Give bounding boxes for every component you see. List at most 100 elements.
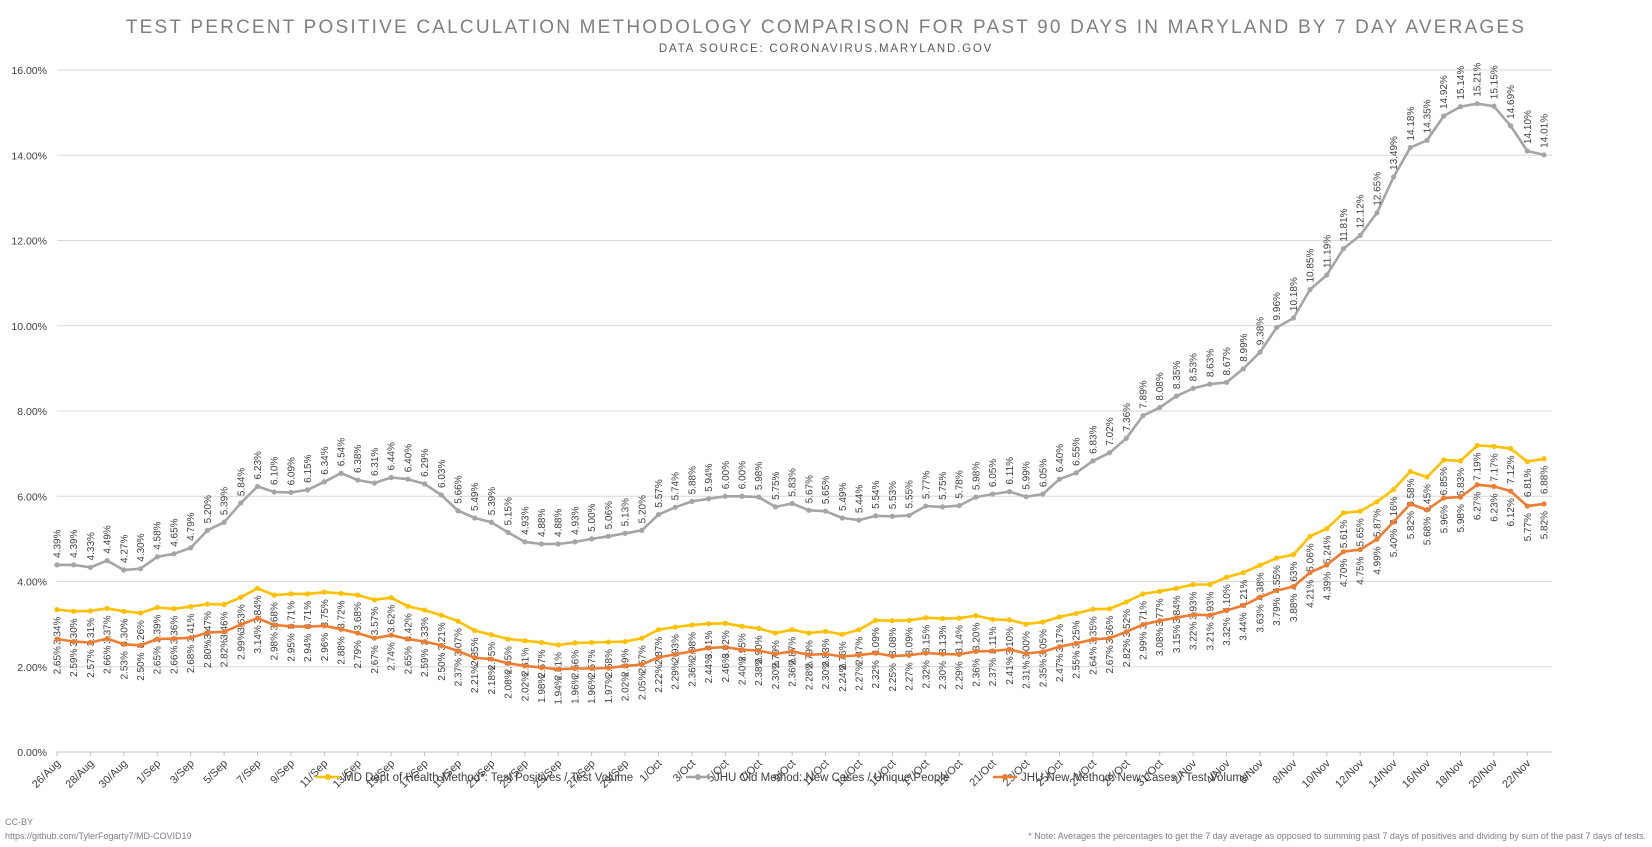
data-point [772, 630, 779, 636]
data-label: 14.92% [1439, 75, 1450, 109]
data-point [1391, 174, 1397, 180]
data-point [672, 651, 678, 657]
data-point [522, 663, 528, 669]
data-label: 7.17% [1489, 453, 1500, 481]
data-label: 5.40% [1389, 529, 1400, 557]
data-point [1307, 286, 1313, 293]
data-point [1023, 621, 1029, 627]
data-label: 3.39% [153, 614, 164, 642]
data-point [839, 631, 845, 637]
data-point [655, 627, 662, 633]
data-label: 3.93% [1189, 591, 1200, 619]
data-label: 6.45% [1423, 484, 1434, 512]
data-label: 3.84% [253, 595, 264, 623]
data-point [1491, 483, 1497, 490]
data-point [188, 604, 194, 610]
data-point [1223, 379, 1230, 386]
data-label: 3.34% [53, 617, 64, 645]
data-point [756, 625, 762, 631]
data-label: 2.46% [721, 654, 732, 682]
data-label: 3.20% [971, 622, 982, 650]
data-point [121, 641, 127, 647]
data-point [1006, 617, 1012, 623]
data-point [1441, 113, 1447, 119]
data-point [789, 627, 795, 633]
data-point [104, 558, 110, 564]
license-text: CC-BY [5, 817, 33, 827]
source-link[interactable]: https://github.com/TylerFogarty7/MD-COVI… [5, 831, 192, 841]
data-label: 3.33% [420, 617, 431, 645]
data-label: 2.67% [637, 645, 648, 673]
data-point [1140, 413, 1146, 419]
data-label: 2.05% [637, 672, 648, 700]
data-label: 4.79% [186, 512, 197, 540]
data-point [1006, 488, 1012, 495]
data-label: 14.35% [1423, 99, 1434, 133]
data-point [956, 503, 962, 509]
data-label: 3.32% [1222, 617, 1233, 645]
x-tick-label: 1/Oct [638, 758, 665, 785]
data-label: 5.55% [905, 480, 916, 508]
data-point [1524, 459, 1530, 465]
data-point [71, 562, 77, 568]
legend: MD Dept of Health Method*: Test Positive… [316, 772, 1248, 784]
methodology-note: * Note: Averages the percentages to get … [1028, 831, 1646, 841]
x-tick-label: 22/Nov [1500, 757, 1533, 790]
data-label: 2.37% [988, 658, 999, 686]
data-label: 5.84% [236, 468, 247, 496]
data-point [605, 665, 611, 671]
data-point [54, 607, 60, 613]
y-tick-label: 14.00% [11, 150, 47, 162]
data-point [639, 662, 645, 668]
data-label: 2.36% [687, 658, 698, 686]
data-label: 6.58% [1406, 478, 1417, 506]
data-label: 5.65% [821, 476, 832, 504]
data-label: 2.29% [671, 661, 682, 689]
data-label: 4.49% [103, 525, 114, 553]
data-label: 2.37% [453, 658, 464, 686]
data-point [873, 513, 879, 519]
data-label: 2.50% [437, 652, 448, 680]
data-label: 2.57% [537, 649, 548, 677]
data-point [1541, 456, 1547, 462]
data-point [438, 612, 444, 618]
data-point [1457, 494, 1464, 500]
data-label: 3.42% [403, 613, 414, 641]
data-label: 1.97% [604, 675, 615, 703]
data-label: 3.46% [220, 611, 231, 639]
data-label: 2.57% [86, 649, 97, 677]
data-label: 4.75% [1356, 556, 1367, 584]
data-point [154, 636, 160, 642]
data-point [1457, 104, 1464, 110]
data-label: 7.89% [1139, 380, 1150, 408]
data-label: 2.59% [420, 648, 431, 676]
data-label: 2.96% [320, 633, 331, 661]
data-label: 6.34% [320, 446, 331, 474]
data-point [1123, 435, 1129, 441]
data-point [405, 476, 411, 482]
x-tick-label: 11/Sep [298, 758, 331, 791]
data-label: 2.98% [270, 632, 281, 660]
data-point [1090, 606, 1096, 612]
data-label: 4.39% [1322, 572, 1333, 600]
data-label: 8.35% [1172, 361, 1183, 389]
data-point [1173, 585, 1180, 591]
legend-swatch-marker [325, 774, 331, 780]
data-point [54, 562, 60, 568]
data-label: 3.36% [1105, 616, 1116, 644]
data-label: 2.30% [821, 661, 832, 689]
data-point [1507, 445, 1514, 452]
data-point [288, 489, 294, 496]
x-tick-label: 8/Nov [1271, 757, 1300, 786]
data-label: 6.23% [1489, 493, 1500, 521]
data-label: 6.44% [387, 442, 398, 470]
data-label: 5.53% [888, 481, 899, 509]
data-point [1340, 245, 1347, 252]
data-label: 6.09% [286, 457, 297, 485]
data-label: 3.10% [1005, 627, 1016, 655]
data-point [1307, 569, 1313, 576]
data-point [1073, 640, 1079, 646]
data-point [1090, 636, 1096, 643]
data-point [1056, 614, 1063, 620]
data-point [622, 639, 628, 645]
